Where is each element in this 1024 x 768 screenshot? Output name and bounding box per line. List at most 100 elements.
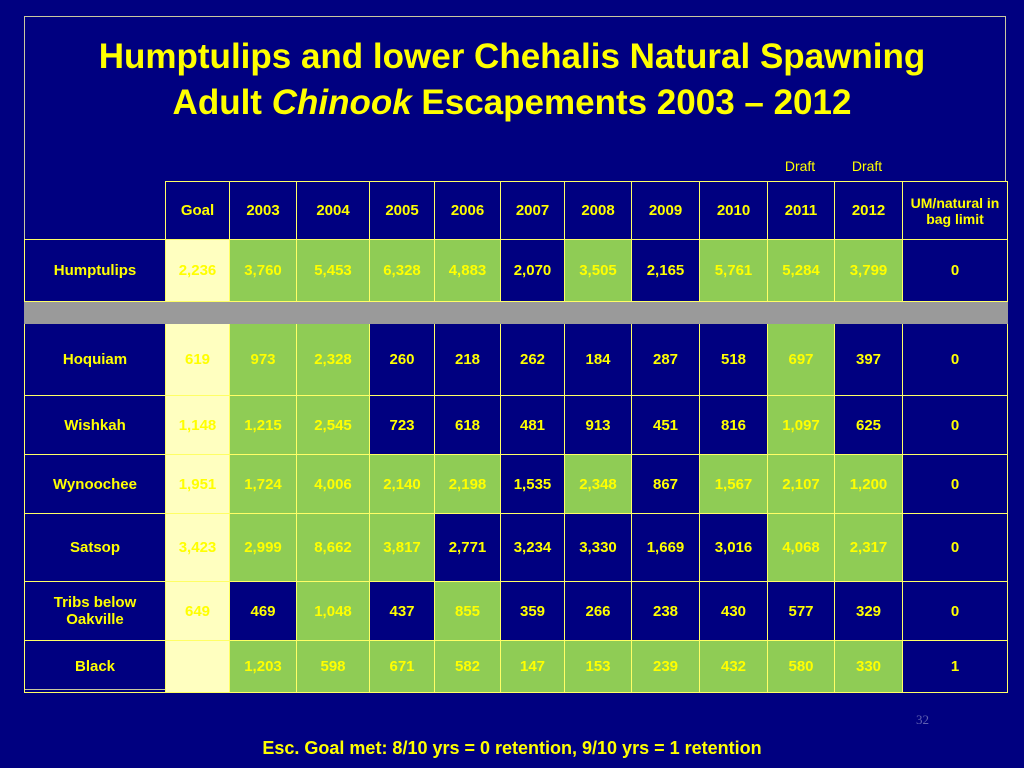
title-line-2-pre: Adult	[172, 83, 272, 122]
table-row: Wishkah 1,148 1,215 2,545 723 618 481 913 451 816…	[24, 395, 1008, 455]
table-cell: 619	[165, 323, 230, 396]
column-header: 2012	[834, 181, 903, 240]
table-cell: 618	[434, 395, 501, 455]
table-cell: 437	[369, 581, 435, 641]
table-cell: 913	[564, 395, 632, 455]
table-cell: 2,070	[500, 239, 565, 302]
table-cell: 4,068	[767, 513, 835, 582]
column-header: 2005	[369, 181, 435, 240]
table-cell: 1,724	[229, 454, 297, 514]
table-cell: 262	[500, 323, 565, 396]
row-label: Humptulips	[24, 239, 166, 302]
table-row: Hoquiam 619 973 2,328 260 218 262 184 287 518 697 3…	[24, 323, 1008, 396]
table-cell: 184	[564, 323, 632, 396]
table-cell: 855	[434, 581, 501, 641]
title-line-2-post: Escapements 2003 – 2012	[411, 83, 852, 122]
table-cell: 2,771	[434, 513, 501, 582]
table-cell: 6,328	[369, 239, 435, 302]
table-cell: 577	[767, 581, 835, 641]
draft-label-2012: Draft	[851, 158, 883, 174]
table-cell: 329	[834, 581, 903, 641]
column-header: 2006	[434, 181, 501, 240]
draft-label-2011: Draft	[784, 158, 816, 174]
table-cell: 1,203	[229, 640, 297, 693]
table-cell: 625	[834, 395, 903, 455]
column-header: 2008	[564, 181, 632, 240]
table-cell: 2,545	[296, 395, 370, 455]
table-cell: 3,330	[564, 513, 632, 582]
table-cell: 147	[500, 640, 565, 693]
table-cell: 867	[631, 454, 700, 514]
table-cell: 2,165	[631, 239, 700, 302]
table-cell: 330	[834, 640, 903, 693]
table-cell: 3,799	[834, 239, 903, 302]
table-cell: 2,999	[229, 513, 297, 582]
separator-cell	[24, 301, 1008, 324]
table-cell: 266	[564, 581, 632, 641]
table-cell: 3,016	[699, 513, 768, 582]
table-cell: 518	[699, 323, 768, 396]
table-cell: 397	[834, 323, 903, 396]
table-cell: 3,423	[165, 513, 230, 582]
table-row: Humptulips 2,236 3,760 5,453 6,328 4,883 2,070…	[24, 239, 1008, 302]
table-cell: 1,200	[834, 454, 903, 514]
table-cell: 1,215	[229, 395, 297, 455]
column-header: Goal	[165, 181, 230, 240]
row-label: Black	[24, 640, 166, 693]
table-cell: 260	[369, 323, 435, 396]
table-cell: 2,236	[165, 239, 230, 302]
column-header: UM/natural in bag limit	[902, 181, 1008, 240]
header-corner	[25, 182, 166, 240]
table-cell: 239	[631, 640, 700, 693]
table-cell: 1,535	[500, 454, 565, 514]
slide-title: Humptulips and lower Chehalis Natural Sp…	[0, 34, 1024, 126]
column-header: 2010	[699, 181, 768, 240]
table-cell: 4,883	[434, 239, 501, 302]
title-line-2: Adult Chinook Escapements 2003 – 2012	[0, 80, 1024, 126]
table-cell: 973	[229, 323, 297, 396]
table-cell: 0	[902, 581, 1008, 641]
table-cell: 816	[699, 395, 768, 455]
row-label: Tribs below Oakville	[24, 581, 166, 641]
table-row: Wynoochee 1,951 1,724 4,006 2,140 2,198 1,535 2…	[24, 454, 1008, 514]
table-row: Tribs below Oakville 649 469 1,048 437 855 359…	[24, 581, 1008, 641]
table-cell: 481	[500, 395, 565, 455]
table-cell: 580	[767, 640, 835, 693]
table-cell: 3,505	[564, 239, 632, 302]
table-cell	[165, 640, 230, 693]
table-cell: 238	[631, 581, 700, 641]
title-species: Chinook	[271, 83, 412, 122]
table-cell: 1,951	[165, 454, 230, 514]
table-cell: 671	[369, 640, 435, 693]
table-cell: 0	[902, 395, 1008, 455]
table-cell: 5,453	[296, 239, 370, 302]
table-cell: 649	[165, 581, 230, 641]
column-header: 2003	[229, 181, 297, 240]
table-cell: 598	[296, 640, 370, 693]
row-label: Wynoochee	[24, 454, 166, 514]
table-cell: 359	[500, 581, 565, 641]
table-cell: 1,048	[296, 581, 370, 641]
table-cell: 1,567	[699, 454, 768, 514]
table-cell: 2,107	[767, 454, 835, 514]
table-cell: 2,140	[369, 454, 435, 514]
table-cell: 0	[902, 323, 1008, 396]
footer-note: Esc. Goal met: 8/10 yrs = 0 retention, 9…	[262, 738, 762, 758]
table-cell: 1,148	[165, 395, 230, 455]
separator-row	[24, 301, 1008, 324]
row-label: Hoquiam	[24, 323, 166, 396]
table-cell: 451	[631, 395, 700, 455]
table-cell: 8,662	[296, 513, 370, 582]
table-cell: 1,669	[631, 513, 700, 582]
header-row: Goal 2003 2004 2005 2006 2007 2008 2009 2010 2011…	[25, 181, 1008, 240]
table-cell: 218	[434, 323, 501, 396]
table-cell: 0	[902, 513, 1008, 582]
table-cell: 2,328	[296, 323, 370, 396]
table-cell: 3,234	[500, 513, 565, 582]
column-header: 2007	[500, 181, 565, 240]
table-cell: 1,097	[767, 395, 835, 455]
row-label: Wishkah	[24, 395, 166, 455]
table-row: Black 1,203 598 671 582 147 153 239 432 580 330 1	[24, 640, 1008, 693]
table-cell: 723	[369, 395, 435, 455]
table-cell: 697	[767, 323, 835, 396]
